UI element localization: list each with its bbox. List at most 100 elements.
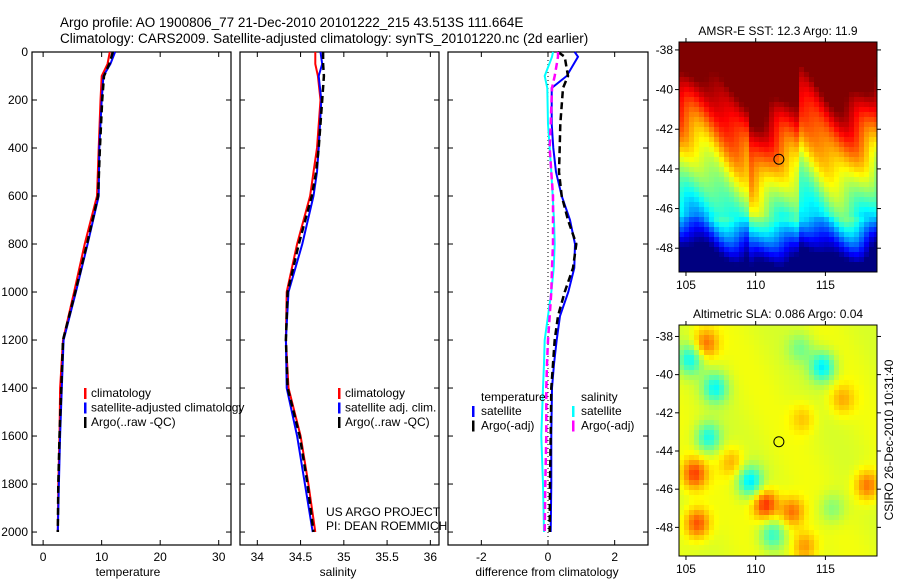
- map-cell: [689, 520, 695, 526]
- map-cell: [739, 162, 745, 168]
- map-cell: [859, 122, 865, 128]
- map-cell: [684, 82, 690, 88]
- map-cell: [864, 445, 870, 451]
- map-cell: [714, 330, 720, 336]
- map-cell: [829, 540, 835, 546]
- map-cell: [804, 360, 810, 366]
- map-cell: [704, 152, 710, 158]
- map-cell: [749, 232, 755, 238]
- map-cell: [809, 177, 815, 183]
- map-cell: [734, 510, 740, 516]
- map-cell: [869, 415, 875, 421]
- map-cell: [839, 400, 845, 406]
- map-cell: [869, 430, 875, 436]
- map-cell: [719, 550, 725, 556]
- map-cell: [859, 177, 865, 183]
- map-cell: [754, 242, 760, 248]
- map-cell: [824, 435, 830, 441]
- map-cell: [819, 102, 825, 108]
- map-cell: [759, 62, 765, 68]
- map-cell: [794, 182, 800, 188]
- x-tick-label: 35.5: [375, 550, 399, 564]
- map-cell: [799, 335, 805, 341]
- map-cell: [774, 400, 780, 406]
- map-cell: [804, 545, 810, 551]
- map-cell: [859, 187, 865, 193]
- map-cell: [739, 132, 745, 138]
- argo-float-marker-icon: [773, 436, 785, 448]
- map-cell: [729, 207, 735, 213]
- map-cell: [709, 82, 715, 88]
- map-cell: [729, 400, 735, 406]
- map-cell: [869, 147, 875, 153]
- map-cell: [814, 440, 820, 446]
- map-cell: [734, 545, 740, 551]
- map-cell: [819, 47, 825, 53]
- map-cell: [869, 505, 875, 511]
- map-cell: [874, 450, 878, 456]
- map-cell: [679, 340, 685, 346]
- map-cell: [714, 420, 720, 426]
- map-cell: [764, 485, 770, 491]
- series-line-salinity-satellite: [540, 51, 556, 533]
- map-cell: [809, 405, 815, 411]
- map-cell: [779, 345, 785, 351]
- map-cell: [864, 82, 870, 88]
- map-cell: [854, 227, 860, 233]
- map-cell: [714, 122, 720, 128]
- map-cell: [779, 440, 785, 446]
- map-cell: [789, 450, 795, 456]
- map-cell: [809, 87, 815, 93]
- map-cell: [829, 550, 835, 556]
- map-cell: [679, 77, 685, 83]
- map-cell: [699, 207, 705, 213]
- map-cell: [714, 440, 720, 446]
- map-cell: [774, 262, 780, 268]
- map-cell: [824, 262, 830, 268]
- map-cell: [874, 172, 878, 178]
- map-cell: [744, 222, 750, 228]
- map-cell: [839, 147, 845, 153]
- map-cell: [819, 267, 825, 273]
- map-cell: [824, 440, 830, 446]
- map-cell: [799, 102, 805, 108]
- map-cell: [839, 187, 845, 193]
- map-cell: [774, 182, 780, 188]
- map-cell: [774, 107, 780, 113]
- map-cell: [819, 545, 825, 551]
- map-cell: [749, 72, 755, 78]
- map-cell: [839, 212, 845, 218]
- map-cell: [874, 237, 878, 243]
- map-cell: [709, 67, 715, 73]
- legend-swatch: [338, 402, 341, 414]
- map-cell: [734, 400, 740, 406]
- map-cell: [684, 152, 690, 158]
- map-cell: [834, 525, 840, 531]
- map-cell: [809, 400, 815, 406]
- map-cell: [684, 485, 690, 491]
- map-cell: [819, 212, 825, 218]
- map-cell: [809, 82, 815, 88]
- map-cell: [749, 540, 755, 546]
- map-cell: [834, 257, 840, 263]
- map-cell: [709, 510, 715, 516]
- map-cell: [814, 87, 820, 93]
- map-cell: [854, 460, 860, 466]
- map-cell: [684, 112, 690, 118]
- map-cell: [759, 525, 765, 531]
- map-cell: [684, 232, 690, 238]
- map-cell: [769, 545, 775, 551]
- map-cell: [694, 42, 700, 48]
- map-cell: [694, 172, 700, 178]
- map-cell: [689, 535, 695, 541]
- map-cell: [764, 455, 770, 461]
- map-cell: [864, 335, 870, 341]
- map-cell: [859, 117, 865, 123]
- map-cell: [784, 232, 790, 238]
- map-cell: [839, 202, 845, 208]
- map-cell: [799, 400, 805, 406]
- map-cell: [869, 162, 875, 168]
- map-cell: [849, 550, 855, 556]
- map-cell: [744, 137, 750, 143]
- map-cell: [739, 455, 745, 461]
